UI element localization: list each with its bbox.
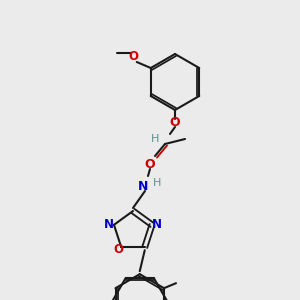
Text: O: O	[113, 243, 123, 256]
Text: N: N	[104, 218, 114, 231]
Text: N: N	[152, 218, 162, 231]
Text: O: O	[170, 116, 180, 130]
Text: H: H	[151, 134, 159, 144]
Text: H: H	[153, 178, 161, 188]
Text: O: O	[129, 50, 139, 62]
Text: O: O	[145, 158, 155, 170]
Text: N: N	[138, 179, 148, 193]
